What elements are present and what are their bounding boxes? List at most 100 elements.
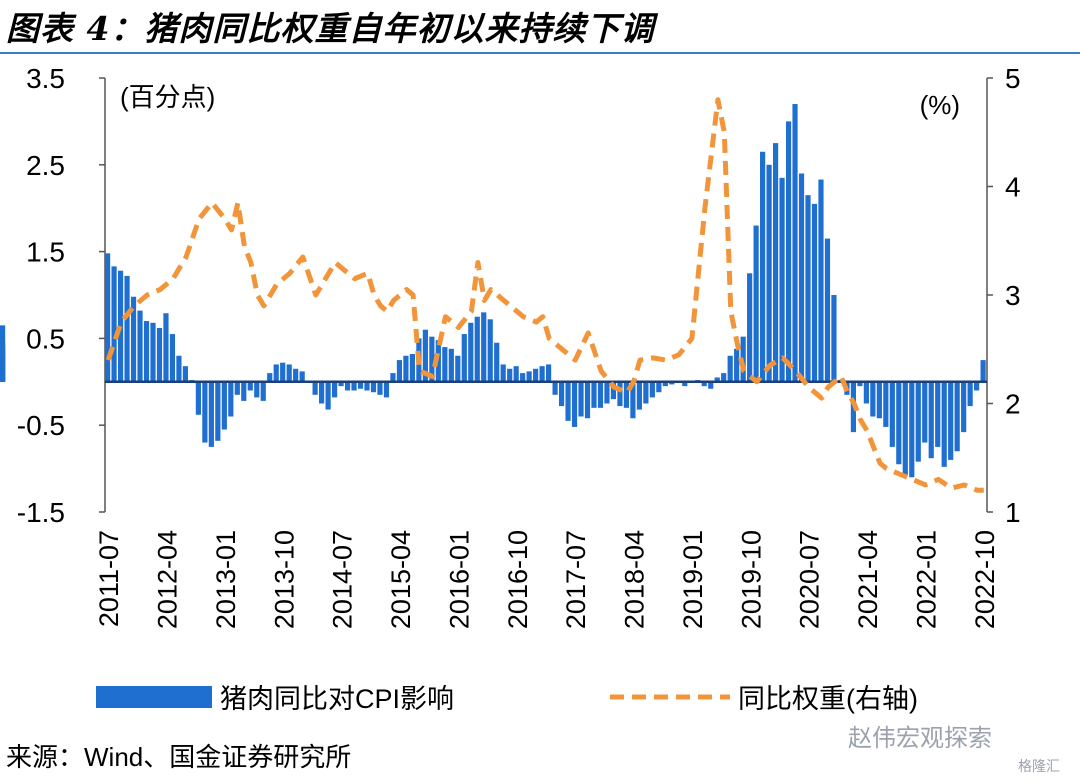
x-tick-label: 2019-10 (736, 530, 766, 629)
bar (954, 381, 960, 452)
left-tick-label: 3.5 (26, 63, 65, 94)
bar (584, 381, 591, 419)
bar (273, 364, 279, 382)
left-axis: -1.5 -0.5 0.5 1.5 2.5 3.5 (17, 63, 105, 528)
bar (448, 348, 454, 382)
bar (961, 381, 967, 433)
x-tick-label: 2014-07 (328, 530, 358, 629)
bar (156, 327, 163, 382)
bar (260, 381, 266, 401)
bar (708, 381, 714, 389)
bar (487, 319, 493, 382)
bar (630, 381, 636, 419)
bar (364, 381, 370, 391)
bar (182, 366, 189, 382)
bar (591, 381, 597, 408)
bar (241, 381, 247, 401)
bar (429, 336, 435, 382)
bar (468, 322, 474, 382)
title-divider (0, 52, 1080, 54)
bar (176, 355, 182, 382)
bar (753, 225, 759, 382)
bar (293, 368, 299, 382)
bar (766, 164, 772, 382)
bar (117, 270, 124, 382)
bar (948, 381, 954, 460)
bar (785, 121, 792, 382)
x-tick-label: 2021-04 (853, 530, 883, 629)
bar (494, 342, 500, 382)
bar (299, 371, 305, 382)
right-tick-label: 4 (1005, 172, 1021, 203)
bar (656, 381, 662, 393)
left-tick-label: 1.5 (26, 237, 65, 268)
bar (922, 381, 928, 443)
right-tick-label: 2 (1005, 389, 1021, 420)
bar (247, 381, 253, 391)
bar (105, 253, 111, 382)
bar (461, 334, 467, 382)
bar (896, 381, 902, 465)
right-unit-label: (%) (920, 90, 960, 120)
bar (111, 266, 117, 382)
watermark-small: 格隆汇 (1018, 759, 1060, 775)
bar (772, 143, 779, 382)
bar (928, 381, 934, 459)
bar (208, 381, 214, 447)
bar (747, 273, 753, 382)
bar (319, 381, 325, 404)
bar (338, 381, 344, 387)
bar (902, 381, 908, 476)
bar (163, 313, 169, 382)
bar (909, 381, 915, 478)
right-tick-label: 1 (1005, 497, 1021, 528)
bar (818, 179, 824, 382)
bar (234, 381, 240, 395)
bar (643, 381, 649, 404)
bar (254, 381, 260, 398)
bar (558, 381, 565, 407)
bar (571, 381, 578, 427)
left-tick-label: -1.5 (17, 497, 65, 528)
bar (552, 381, 558, 395)
bar (526, 371, 532, 382)
bar (500, 364, 506, 382)
x-tick-label: 2011-07 (94, 530, 124, 627)
x-tick-label: 2015-04 (386, 530, 416, 629)
bar (760, 151, 766, 382)
bar (351, 381, 357, 391)
bar (344, 381, 351, 391)
legend-bar-swatch (96, 686, 212, 708)
bar (863, 381, 869, 404)
bar (357, 381, 364, 389)
source-note: 来源：Wind、国金证券研究所 (6, 742, 352, 772)
bar (876, 381, 882, 419)
bar (811, 203, 818, 382)
bar (403, 355, 409, 382)
bar (370, 381, 377, 393)
x-axis: 2011-07 2012-04 2013-01 2013-10 2014-07 2015-… (94, 530, 1000, 629)
x-tick-label: 2013-10 (269, 530, 299, 629)
bar (967, 381, 973, 407)
bar (513, 366, 519, 382)
bar (597, 381, 604, 408)
bar (383, 381, 390, 398)
bar (390, 373, 396, 382)
bar (727, 355, 733, 382)
bar (623, 381, 630, 408)
bar (169, 334, 176, 382)
bar (150, 322, 156, 382)
x-tick-label: 2022-10 (970, 530, 1000, 629)
bar (481, 312, 487, 382)
bar (974, 381, 980, 391)
bar (714, 377, 720, 382)
bar (734, 348, 740, 382)
figure-title: 图表 4：猪肉同比权重自年初以来持续下调 (6, 9, 655, 48)
bar (409, 354, 415, 382)
bar (442, 347, 448, 382)
bar (124, 275, 130, 382)
bar (202, 381, 208, 443)
bar (617, 381, 623, 407)
bar (870, 381, 876, 417)
